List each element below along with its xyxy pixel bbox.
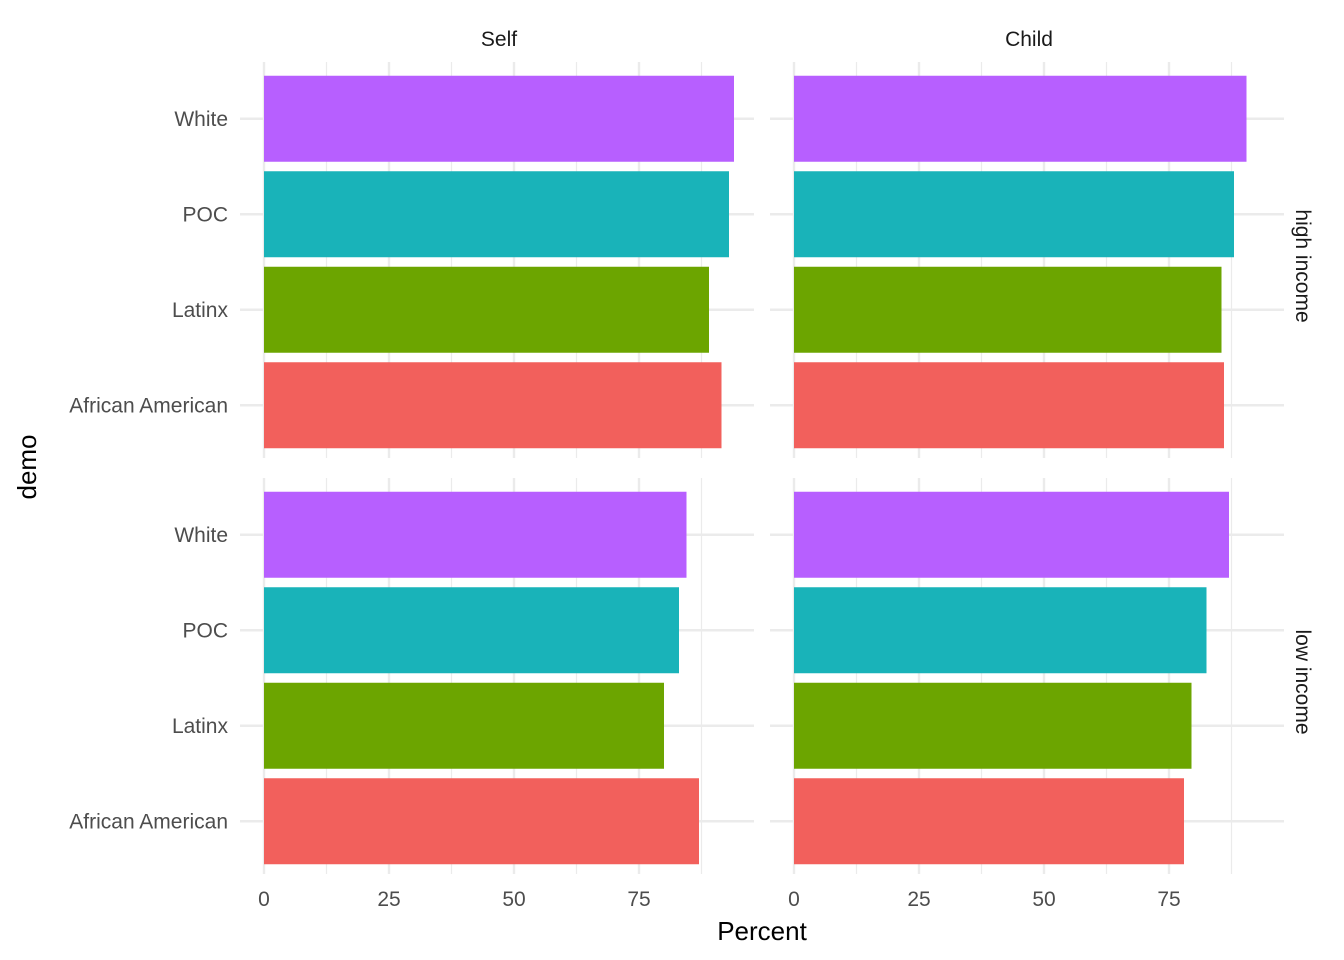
x-tick-label: 0 — [258, 888, 270, 911]
bar-self-low-income-african-american — [264, 778, 699, 865]
panel-self-low-income — [240, 478, 754, 874]
facet-label-high-income: high income — [1291, 209, 1314, 322]
y-tick-label-poc: POC — [182, 203, 228, 226]
x-tick-label: 75 — [627, 888, 650, 911]
x-tick-label: 0 — [788, 888, 800, 911]
x-tick-label: 50 — [502, 888, 525, 911]
bar-self-low-income-white — [264, 491, 687, 578]
y-tick-label-african-american: African American — [69, 810, 228, 833]
y-axis-title: demo — [12, 434, 42, 499]
facet-label-low-income: low income — [1291, 629, 1314, 734]
bar-self-low-income-poc — [264, 587, 679, 674]
bar-self-high-income-latinx — [264, 266, 709, 353]
bar-self-high-income-white — [264, 75, 734, 162]
x-tick-label: 25 — [377, 888, 400, 911]
bar-self-high-income-poc — [264, 171, 729, 258]
panel-child-low-income — [770, 478, 1284, 874]
bar-child-low-income-white — [794, 491, 1229, 578]
x-tick-label: 75 — [1157, 888, 1180, 911]
bar-self-low-income-latinx — [264, 682, 664, 769]
bar-self-high-income-african-american — [264, 362, 722, 449]
bar-child-high-income-african-american — [794, 362, 1224, 449]
bar-child-high-income-white — [794, 75, 1247, 162]
bar-child-high-income-latinx — [794, 266, 1222, 353]
x-tick-label: 25 — [907, 888, 930, 911]
bar-child-low-income-poc — [794, 587, 1207, 674]
y-tick-label-white: White — [174, 108, 228, 131]
x-tick-label: 50 — [1032, 888, 1055, 911]
y-tick-label-white: White — [174, 524, 228, 547]
bar-child-high-income-poc — [794, 171, 1234, 258]
panels-layer — [240, 62, 1284, 874]
panel-child-high-income — [770, 62, 1284, 458]
panel-self-high-income — [240, 62, 754, 458]
x-axis-title: Percent — [717, 916, 807, 946]
facet-label-self: Self — [481, 28, 517, 51]
bar-child-low-income-african-american — [794, 778, 1184, 865]
y-tick-label-latinx: Latinx — [172, 299, 229, 322]
y-tick-label-african-american: African American — [69, 394, 228, 417]
facet-label-child: Child — [1005, 28, 1053, 51]
y-tick-label-latinx: Latinx — [172, 715, 229, 738]
labels-layer: Percent demo Self Child high income low inc… — [12, 28, 1314, 946]
y-tick-label-poc: POC — [182, 619, 228, 642]
bar-child-low-income-latinx — [794, 682, 1192, 769]
